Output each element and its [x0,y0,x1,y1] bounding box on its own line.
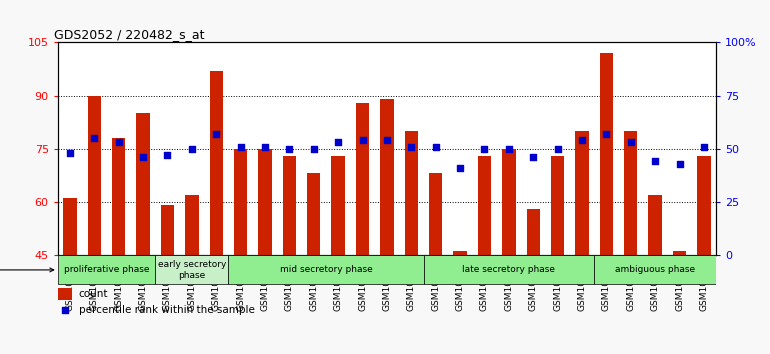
Point [649,159,661,164]
Point [551,146,564,152]
Bar [63,198,77,255]
Point [259,144,271,149]
Bar [88,96,101,255]
Bar [454,251,467,255]
Point [112,139,125,145]
Bar [234,149,247,255]
Point [88,135,100,141]
Bar [477,156,491,255]
Point [283,146,296,152]
Bar [551,156,564,255]
Point [527,154,539,160]
Bar [502,149,516,255]
Bar [624,131,638,255]
Point [137,154,149,160]
Text: proliferative phase: proliferative phase [64,266,149,274]
Point [405,144,417,149]
Point [673,161,685,166]
Bar [404,131,418,255]
Bar [229,256,424,284]
Text: GDS2052 / 220482_s_at: GDS2052 / 220482_s_at [55,28,205,41]
Text: percentile rank within the sample: percentile rank within the sample [79,305,255,315]
Point [698,144,710,149]
Bar [380,99,393,255]
Point [624,139,637,145]
Point [380,137,393,143]
Bar [258,149,272,255]
Bar [185,195,199,255]
Bar [673,251,686,255]
Point [307,146,320,152]
Point [210,131,223,137]
Text: early secretory
phase: early secretory phase [158,260,226,280]
Bar [161,205,174,255]
Bar [112,138,126,255]
Point [454,165,466,171]
Point [503,146,515,152]
Text: ambiguous phase: ambiguous phase [615,266,695,274]
Bar [331,156,345,255]
Point [186,146,198,152]
Point [576,137,588,143]
Bar [575,131,589,255]
Bar [356,103,370,255]
Point [478,146,490,152]
Bar [156,256,229,284]
Bar [527,209,540,255]
Bar [697,156,711,255]
Point [430,144,442,149]
Point [332,139,344,145]
Text: late secretory phase: late secretory phase [462,266,555,274]
Bar [424,256,594,284]
Point [234,144,246,149]
Text: mid secretory phase: mid secretory phase [280,266,373,274]
Point [64,150,76,156]
Text: other: other [0,265,54,275]
Bar [429,173,443,255]
Point [357,137,369,143]
Bar [307,173,320,255]
Point [601,131,613,137]
Text: count: count [79,289,109,299]
Bar [600,53,613,255]
Bar [136,113,150,255]
Bar [209,71,223,255]
Bar [283,156,296,255]
Bar [594,256,716,284]
Bar [648,195,662,255]
Point [59,307,71,313]
Bar [58,288,72,300]
Point [161,152,173,158]
Bar [58,256,156,284]
